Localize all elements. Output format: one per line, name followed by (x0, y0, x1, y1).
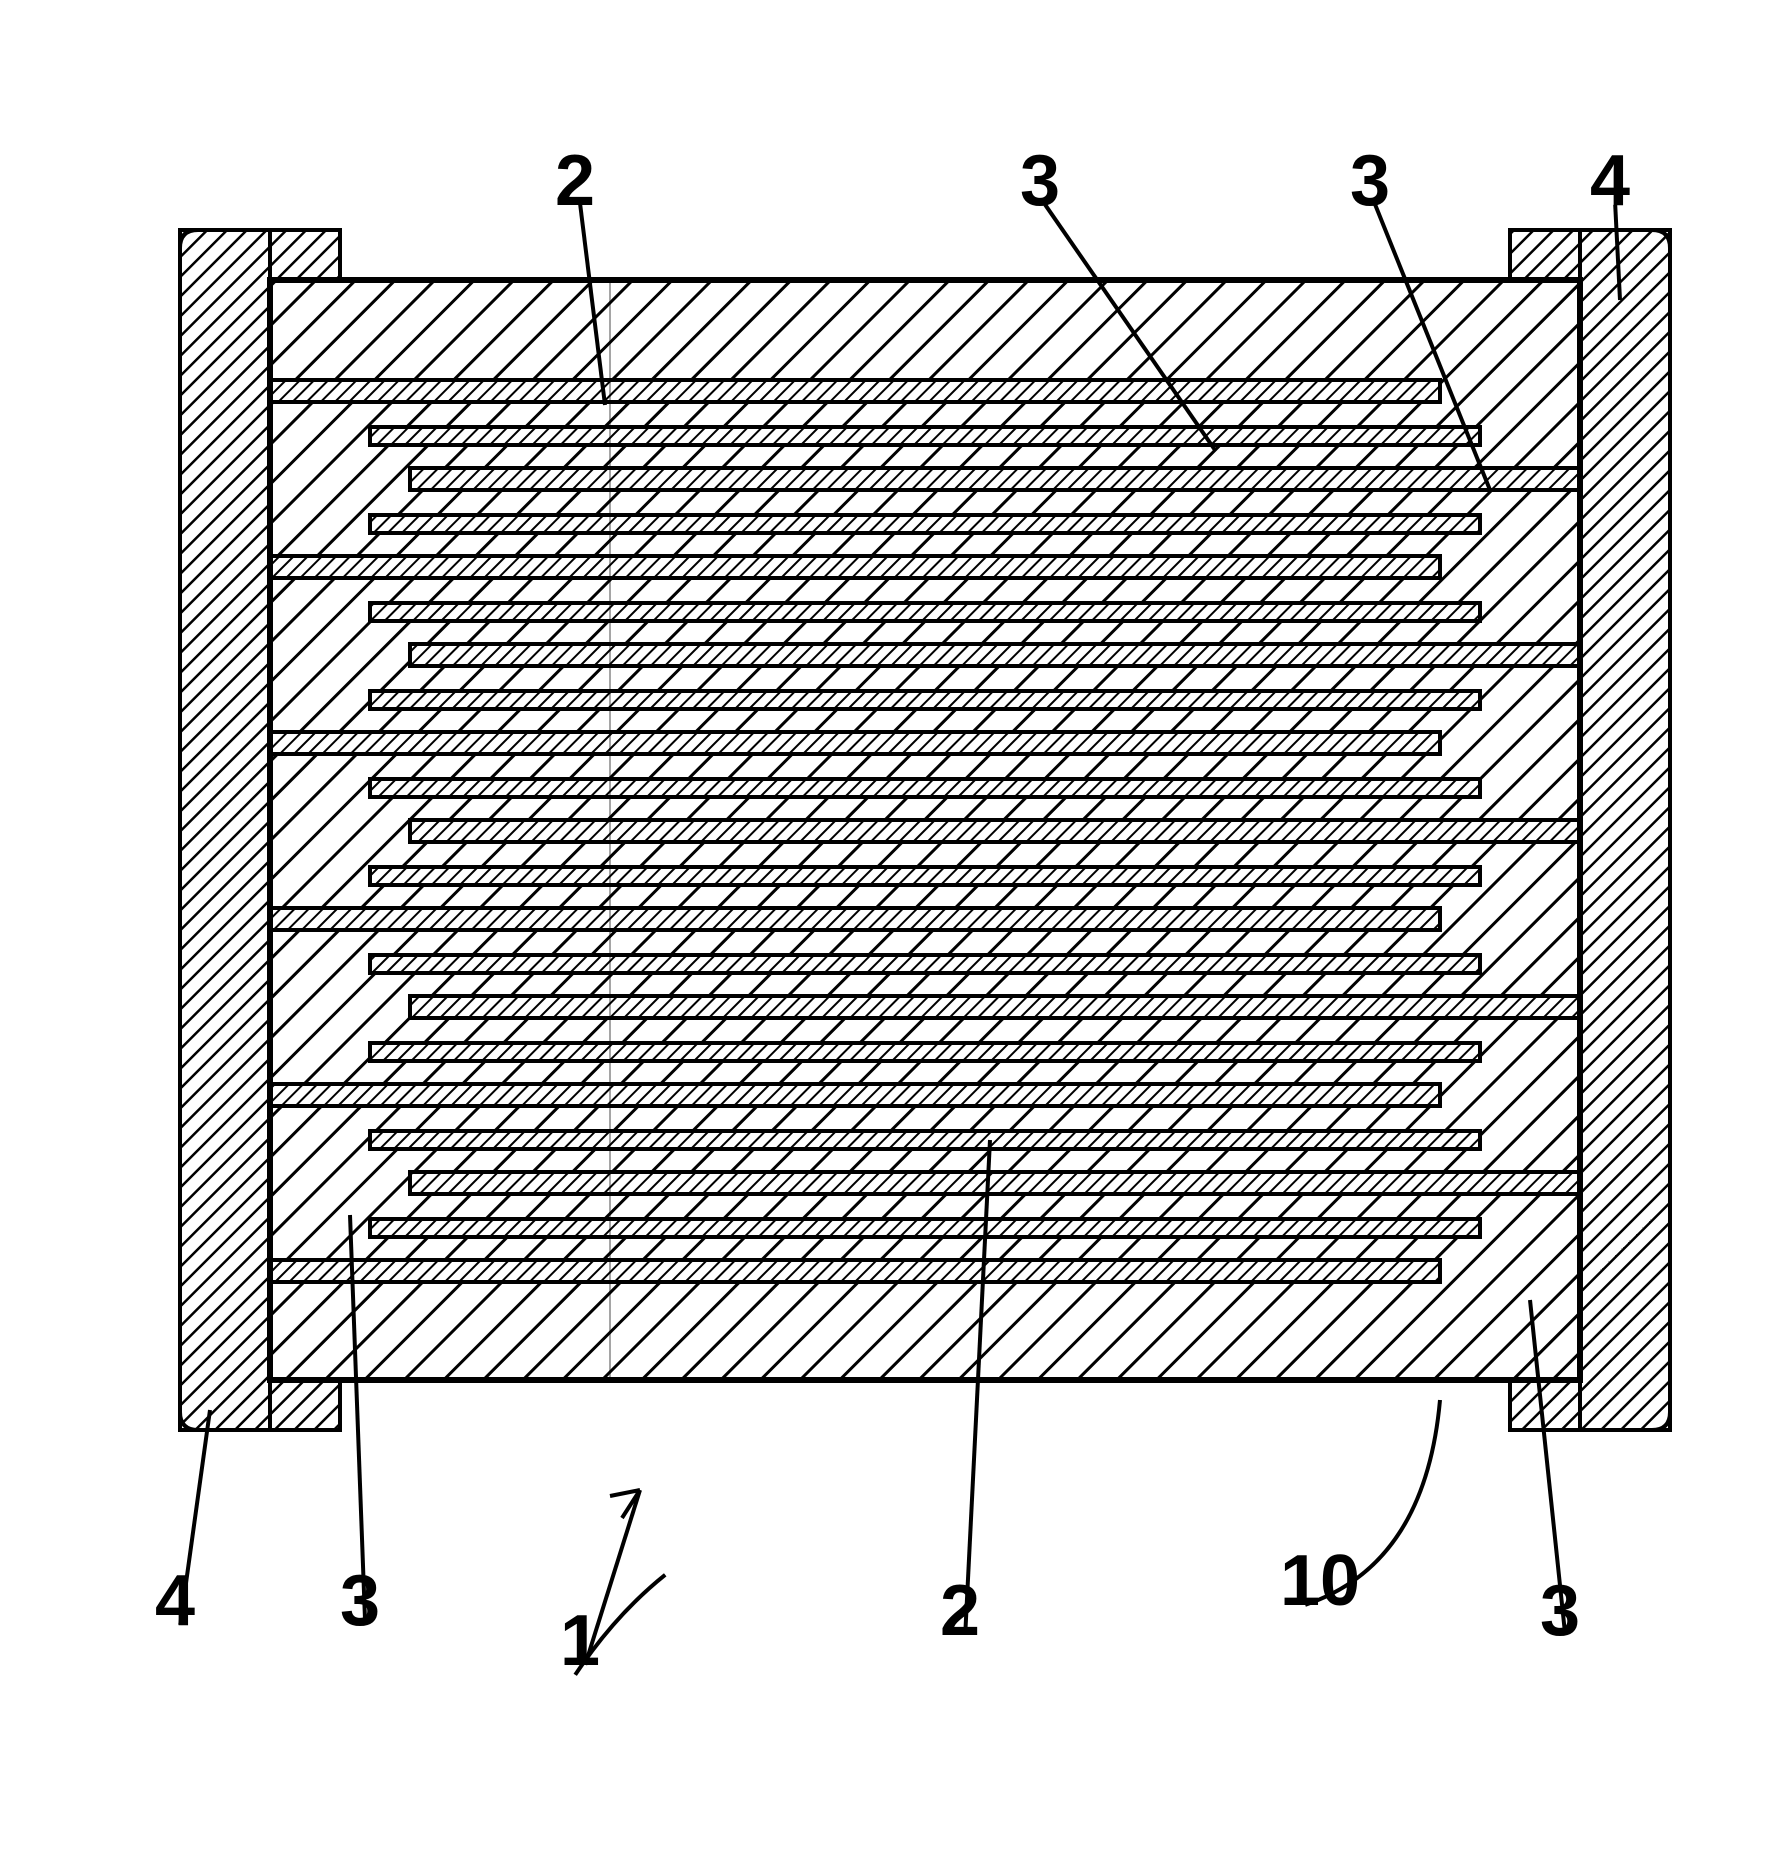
label-3c: 3 (340, 1560, 380, 1642)
label-10: 10 (1280, 1540, 1360, 1622)
internal-electrode (270, 908, 1440, 930)
internal-electrode (410, 468, 1580, 490)
internal-electrode (270, 380, 1440, 402)
diagram-svg (0, 0, 1788, 1870)
label-1: 1 (560, 1600, 600, 1682)
label-3a: 3 (1020, 140, 1060, 222)
internal-electrode (270, 732, 1440, 754)
floating-electrode (370, 1043, 1480, 1061)
internal-electrode (410, 820, 1580, 842)
internal-electrode (270, 1084, 1440, 1106)
label-4b: 4 (155, 1560, 195, 1642)
internal-electrode (410, 1172, 1580, 1194)
label-2a: 2 (555, 140, 595, 222)
label-3b: 3 (1350, 140, 1390, 222)
floating-electrode (370, 1131, 1480, 1149)
label-4a: 4 (1590, 140, 1630, 222)
floating-electrode (370, 427, 1480, 445)
floating-electrode (370, 779, 1480, 797)
floating-electrode (370, 1219, 1480, 1237)
floating-electrode (370, 955, 1480, 973)
label-2b: 2 (940, 1570, 980, 1652)
internal-electrode (410, 644, 1580, 666)
floating-electrode (370, 867, 1480, 885)
floating-electrode (370, 515, 1480, 533)
floating-electrode (370, 691, 1480, 709)
diagram-canvas: 2 3 3 4 4 3 1 2 10 3 (0, 0, 1788, 1870)
floating-electrode (370, 603, 1480, 621)
label-3d: 3 (1540, 1570, 1580, 1652)
internal-electrode (270, 556, 1440, 578)
internal-electrode (270, 1260, 1440, 1282)
internal-electrode (410, 996, 1580, 1018)
